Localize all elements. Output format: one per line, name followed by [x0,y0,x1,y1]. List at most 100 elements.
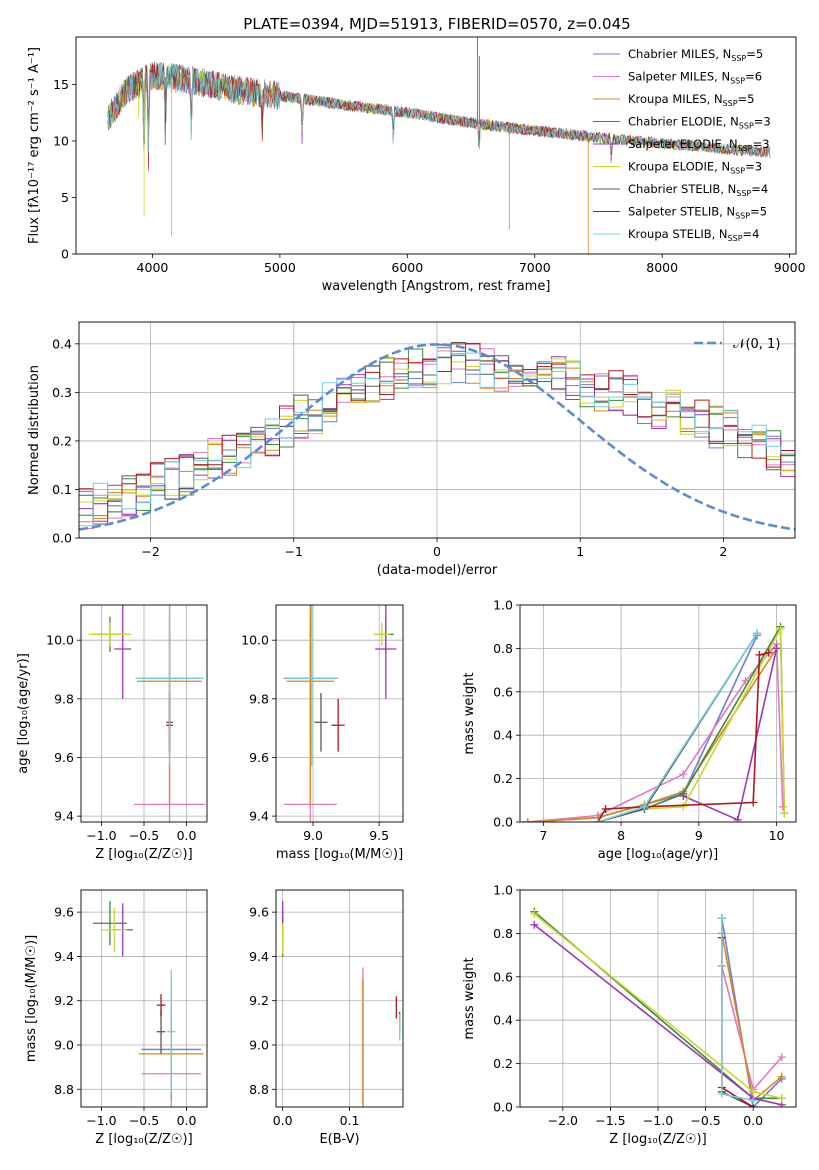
weight-marker [780,809,789,818]
y-axis-label: mass weight [462,957,477,1039]
x-tick-label: 4000 [137,260,169,275]
gridlines [276,890,403,1107]
y-tick-label: 0.3 [52,385,72,400]
x-tick-label: 5000 [264,260,296,275]
y-tick-label: 9.6 [249,750,269,765]
y-tick-label: 0.6 [493,684,513,699]
error-point [373,622,390,647]
x-tick-label: 0.0 [743,1113,763,1128]
gridlines [81,605,207,822]
ticks: −2 −1 0 1 2 0.0 0.1 0.2 0.3 0.4 [52,336,727,559]
y-tick-label: 5 [61,190,69,205]
panel-age-vs-Z: −1.0 −0.5 0.0 9.4 9.6 9.8 10.0 Z [log₁₀(Z/Z☉)] a… [16,604,208,862]
spectrum-line [107,61,771,170]
axes-frame [78,321,796,539]
y-tick-label: 9.4 [54,949,74,964]
x-tick-label: 0.0 [177,828,197,843]
ticks: −1.0 −0.5 0.0 9.4 9.6 9.8 10.0 [46,633,196,843]
x-axis-label: Z [log₁₀(Z/Z☉)] [95,1132,192,1147]
x-tick-label: 9.5 [369,828,389,843]
plot-area [79,342,795,531]
y-axis-label: Normed distribution [27,365,42,495]
y-tick-label: 0.8 [493,641,513,656]
weight-line [527,642,784,822]
ticks: 7 8 9 10 0.0 0.2 0.4 0.6 0.8 1.0 [493,598,784,844]
plot-area [283,605,397,822]
weight-line [644,625,786,814]
y-tick-label: 10.0 [46,633,74,648]
x-tick-label: −1.0 [643,1113,673,1128]
legend-entry: Kroupa ELODIE, NSSP=3 [628,160,762,176]
x-tick-label: 8 [617,828,625,843]
x-axis-label: wavelength [Angstrom, rest frame] [322,279,551,294]
x-tick-label: 7 [539,828,547,843]
ticks: −1.0 −0.5 0.0 8.8 9.0 9.2 9.4 9.6 [54,905,196,1128]
error-point [314,692,328,752]
x-tick-label: 0.1 [340,1113,360,1128]
axes-frame [275,604,404,823]
y-tick-label: 9.0 [249,1038,269,1053]
y-tick-label: 1.0 [493,598,513,613]
x-tick-label: −2 [141,544,159,559]
weight-marker [749,1087,758,1096]
panel-mass-vs-EBV: 0.0 0.1 8.8 9.0 9.2 9.4 9.6 E(B-V) [249,889,404,1147]
weight-marker [717,914,726,923]
histogram-series [79,345,795,527]
panel-mass-weight-vs-age: 7 8 9 10 0.0 0.2 0.4 0.6 0.8 1.0 age [log₁₀(age/yr… [462,598,797,862]
weight-marker [593,818,602,822]
error-point [285,605,339,767]
x-tick-label: −2.0 [548,1113,578,1128]
legend-entry: Chabrier MILES, NSSP=5 [628,47,763,63]
x-axis-label: Z [log₁₀(Z/Z☉)] [95,847,192,862]
error-point [375,605,397,699]
panel-spectrum: 4000 5000 6000 7000 8000 9000 0 5 10 15 wavelength… [27,36,806,294]
y-tick-label: 9.8 [54,691,74,706]
x-tick-label: 9.0 [303,828,323,843]
panel-mass-vs-Z: −1.0 −0.5 0.0 8.8 9.0 9.2 9.4 9.6 Z [log₁₀(Z/Z☉)… [24,889,208,1147]
x-tick-label: −0.5 [129,828,159,843]
x-tick-label: −0.5 [690,1113,720,1128]
weight-series [717,914,758,1105]
ticks: −2.0 −1.5 −1.0 −0.5 0.0 0.0 0.2 0.4 0.6 0.8 1.0 [493,883,763,1129]
error-point [166,969,176,1094]
x-axis-label: (data-model)/error [377,563,498,578]
plot-area [282,901,401,1107]
y-tick-label: 0.2 [52,433,72,448]
y-tick-label: 0.4 [493,1013,513,1028]
axes-frame [80,889,208,1108]
error-point [114,605,132,699]
plot-area [92,901,204,1107]
panel-age-vs-mass: 9.0 9.5 9.4 9.6 9.8 10.0 mass [log₁₀(M/M☉)] [241,604,404,862]
x-tick-label: −1.5 [595,1113,625,1128]
ticks: 4000 5000 6000 7000 8000 9000 0 5 10 15 [53,77,805,275]
y-tick-label: 0.6 [493,969,513,984]
weight-marker [530,909,539,918]
error-point [156,1009,166,1054]
y-axis-label: mass weight [462,672,477,754]
x-tick-label: 0.0 [273,1113,293,1128]
x-tick-label: 10 [769,828,785,843]
ticks: 9.0 9.5 9.4 9.6 9.8 10.0 [241,633,389,843]
y-tick-label: 9.6 [54,905,74,920]
y-tick-label: 9.6 [249,905,269,920]
error-point [92,901,127,946]
weight-marker [753,629,762,638]
y-tick-label: 0.0 [493,1100,513,1115]
y-tick-label: 15 [53,77,69,92]
y-tick-label: 9.2 [54,993,74,1008]
x-tick-label: −1 [285,544,303,559]
weight-marker [777,1094,786,1103]
legend-entry: Kroupa STELIB, NSSP=4 [628,227,759,243]
x-tick-label: 0.0 [177,1113,197,1128]
weight-marker [777,1072,786,1081]
y-tick-label: 0.4 [52,336,72,351]
legend-entry: Salpeter STELIB, NSSP=5 [628,205,767,221]
axes-frame [80,604,208,823]
x-tick-label: 8000 [646,260,678,275]
y-tick-label: 9.4 [54,809,74,824]
weight-marker [717,1089,726,1098]
y-tick-label: 8.8 [54,1082,74,1097]
weight-marker [777,1053,786,1062]
y-tick-label: 10 [53,133,69,148]
